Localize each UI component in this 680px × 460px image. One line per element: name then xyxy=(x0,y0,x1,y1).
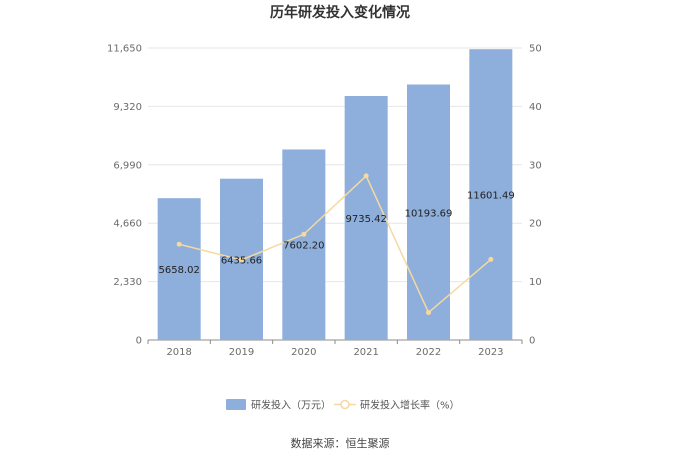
line-point xyxy=(239,257,244,263)
bar-data-label: 10193.69 xyxy=(405,208,453,219)
line-point xyxy=(488,256,494,262)
line-path xyxy=(178,174,492,314)
y-left-tick-label: 2,330 xyxy=(113,277,142,288)
line-point xyxy=(176,241,182,247)
y-right-tick-label: 10 xyxy=(529,277,542,288)
bar-data-label: 5658.02 xyxy=(158,265,199,276)
legend: 研发投入（万元） 研发投入增长率（%） xyxy=(226,399,460,412)
bar xyxy=(282,149,326,340)
line-point xyxy=(426,310,431,316)
data-labels: 5658.02 6435.66 7602.20 9735.42 10193.69 1160… xyxy=(158,191,514,276)
bar xyxy=(407,84,450,341)
bar-series xyxy=(157,49,513,341)
legend-label-line: 研发投入增长率（%） xyxy=(360,399,460,412)
legend-swatch-bar xyxy=(226,399,246,410)
y-right-tick-label: 40 xyxy=(529,102,542,113)
y-left-tick-label: 6,990 xyxy=(113,160,142,171)
data-source-note: 数据来源：恒生聚源 xyxy=(291,436,390,450)
x-tick-label: 2021 xyxy=(353,347,378,358)
line-point xyxy=(301,231,307,237)
y-right-tick-label: 0 xyxy=(529,336,535,347)
chart-title: 历年研发投入变化情况 xyxy=(270,4,410,21)
line-series xyxy=(176,173,494,316)
x-tick-label: 2020 xyxy=(291,347,316,358)
y-right-tick-label: 30 xyxy=(529,160,542,171)
grid-lines xyxy=(148,47,522,283)
y-right-tick-label: 50 xyxy=(529,44,542,55)
bar xyxy=(157,198,201,340)
bar xyxy=(344,95,388,340)
bar-data-label: 7602.20 xyxy=(283,241,324,252)
x-tick-label: 2019 xyxy=(229,347,254,358)
bar-data-label: 11601.49 xyxy=(467,191,515,202)
axes: 0 0 2,330 10 4,660 20 6,990 30 9,320 40 11,650 50 20… xyxy=(107,44,542,359)
y-left-tick-label: 0 xyxy=(136,336,142,347)
legend-label-bar: 研发投入（万元） xyxy=(251,399,331,412)
bar xyxy=(469,49,513,340)
y-left-tick-label: 11,650 xyxy=(107,44,142,55)
y-right-tick-label: 20 xyxy=(529,219,542,230)
x-tick-label: 2022 xyxy=(416,347,441,358)
bar-data-label: 9735.42 xyxy=(345,214,386,225)
x-tick-label: 2023 xyxy=(478,347,503,358)
y-left-tick-label: 9,320 xyxy=(113,102,142,113)
line-point xyxy=(363,173,369,179)
x-tick-label: 2018 xyxy=(166,347,191,358)
bar-data-label: 6435.66 xyxy=(221,255,262,266)
legend-swatch-line-marker xyxy=(340,399,350,410)
y-left-tick-label: 4,660 xyxy=(113,219,142,230)
